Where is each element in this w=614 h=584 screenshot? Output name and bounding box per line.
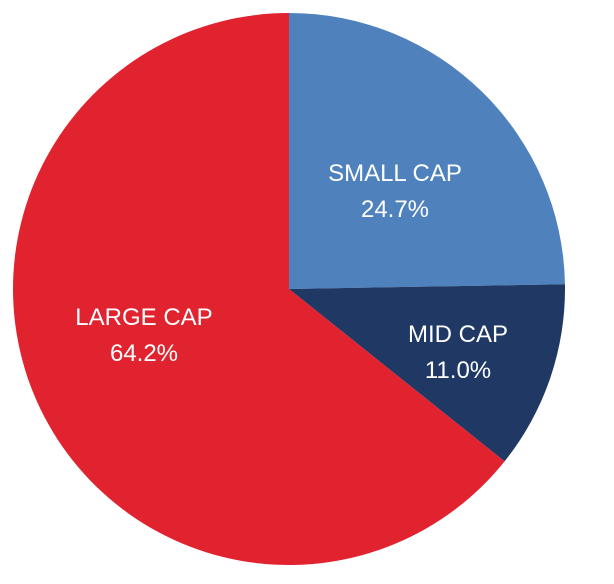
slice-label-mid-cap: MID CAP: [408, 321, 508, 348]
labels-layer: SMALL CAP 24.7% MID CAP 11.0% LARGE CAP 64.2%: [75, 160, 508, 384]
slice-value-label-large-cap: 64.2%: [110, 340, 178, 367]
pie-slice-small-cap: [289, 13, 565, 289]
slice-label-large-cap: LARGE CAP: [75, 304, 212, 331]
slices-layer: [13, 13, 566, 565]
pie-slice-large-cap: [13, 13, 505, 565]
slice-value-label-mid-cap: 11.0%: [425, 357, 491, 384]
slice-value-label-small-cap: 24.7%: [361, 196, 429, 223]
pie-slice-mid-cap: [289, 284, 566, 462]
slice-label-small-cap: SMALL CAP: [328, 160, 462, 187]
